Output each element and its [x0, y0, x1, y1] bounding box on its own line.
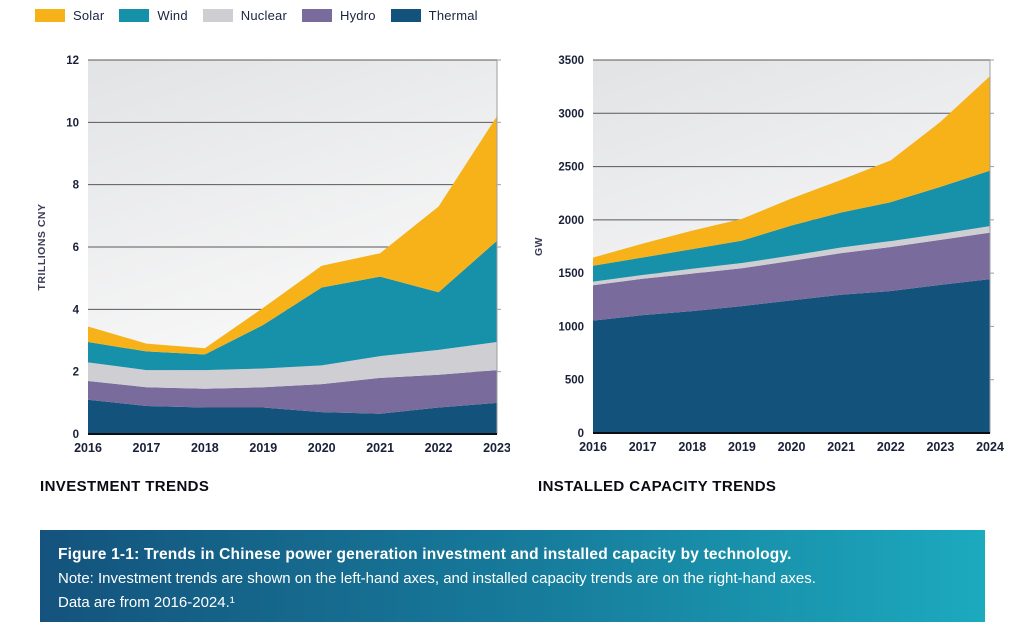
legend-label: Thermal	[428, 8, 478, 23]
capacity-chart-title: INSTALLED CAPACITY TRENDS	[538, 478, 777, 495]
x-tick-label: 2017	[629, 440, 657, 454]
x-tick-label: 2024	[976, 440, 1004, 454]
x-tick-label: 2018	[678, 440, 706, 454]
x-tick-label: 2018	[191, 441, 219, 455]
area-solar	[88, 116, 497, 355]
area-thermal	[88, 399, 497, 434]
y-tick-label: 12	[66, 55, 79, 67]
y-tick-label: 0	[578, 428, 584, 440]
y-tick-label: 3000	[558, 108, 584, 120]
x-tick-label: 2016	[579, 440, 607, 454]
area-wind	[88, 240, 497, 371]
legend-item-nuclear: Nuclear	[202, 8, 287, 23]
y-tick-label: 500	[565, 375, 584, 387]
investment-chart-title: INVESTMENT TRENDS	[40, 478, 210, 495]
legend-label: Nuclear	[240, 8, 287, 23]
legend-swatch-thermal	[390, 9, 421, 22]
y-tick-label: 8	[73, 180, 80, 192]
caption-title: Figure 1-1: Trends in Chinese power gene…	[58, 546, 792, 563]
y-tick-label: 1500	[558, 268, 584, 280]
y-tick-label: 2	[73, 367, 79, 379]
area-solar	[593, 76, 990, 266]
y-tick-label: 2000	[558, 215, 584, 227]
y-axis-label: TRILLIONS CNY	[36, 204, 48, 291]
figure-caption: Figure 1-1: Trends in Chinese power gene…	[40, 530, 985, 622]
legend-swatch-wind	[119, 9, 150, 22]
legend-label: Hydro	[339, 8, 376, 23]
area-nuclear	[88, 342, 497, 389]
legend-swatch-solar	[35, 9, 65, 22]
y-axis-label: GW	[533, 237, 545, 256]
legend-item-thermal: Thermal	[390, 8, 478, 23]
caption-note: Note: Investment trends are shown on the…	[58, 570, 816, 588]
y-tick-label: 10	[66, 117, 79, 129]
x-tick-label: 2020	[778, 440, 806, 454]
chart-legend: Solar Wind Nuclear Hydro Thermal	[35, 8, 478, 23]
x-tick-label: 2020	[308, 441, 336, 455]
x-tick-label: 2021	[366, 441, 394, 455]
y-tick-label: 0	[73, 429, 79, 441]
area-wind	[593, 170, 990, 282]
x-tick-label: 2019	[728, 440, 756, 454]
x-tick-label: 2019	[249, 441, 277, 455]
x-tick-label: 2016	[74, 441, 102, 455]
y-tick-label: 4	[73, 304, 80, 316]
investment-trends-chart: 0 2 4 6 8 10 12 2016 2017 2018 2019 2020 2021 2022 202…	[36, 55, 510, 455]
x-tick-label: 2023	[483, 441, 510, 455]
legend-item-wind: Wind	[119, 8, 188, 23]
legend-item-hydro: Hydro	[301, 8, 376, 23]
area-hydro	[88, 370, 497, 414]
caption-data-range: Data are from 2016-2024.¹	[58, 594, 235, 612]
y-tick-label: 2500	[558, 162, 584, 174]
y-tick-label: 3500	[558, 55, 584, 67]
y-tick-label: 1000	[558, 321, 584, 333]
x-tick-label: 2022	[877, 440, 905, 454]
legend-label: Wind	[157, 8, 188, 23]
x-tick-label: 2021	[827, 440, 855, 454]
legend-swatch-nuclear	[202, 9, 233, 22]
legend-swatch-hydro	[301, 9, 332, 22]
x-tick-label: 2022	[425, 441, 453, 455]
area-thermal	[593, 279, 990, 433]
area-hydro	[593, 232, 990, 321]
area-nuclear	[593, 226, 990, 286]
y-tick-label: 6	[73, 242, 79, 254]
x-tick-label: 2017	[133, 441, 161, 455]
legend-label: Solar	[73, 8, 105, 23]
x-tick-label: 2023	[926, 440, 954, 454]
installed-capacity-trends-chart: 0 500 1000 1500 2000 2500 3000 3500 2016 2017 2018…	[533, 55, 1004, 454]
legend-item-solar: Solar	[35, 8, 104, 23]
